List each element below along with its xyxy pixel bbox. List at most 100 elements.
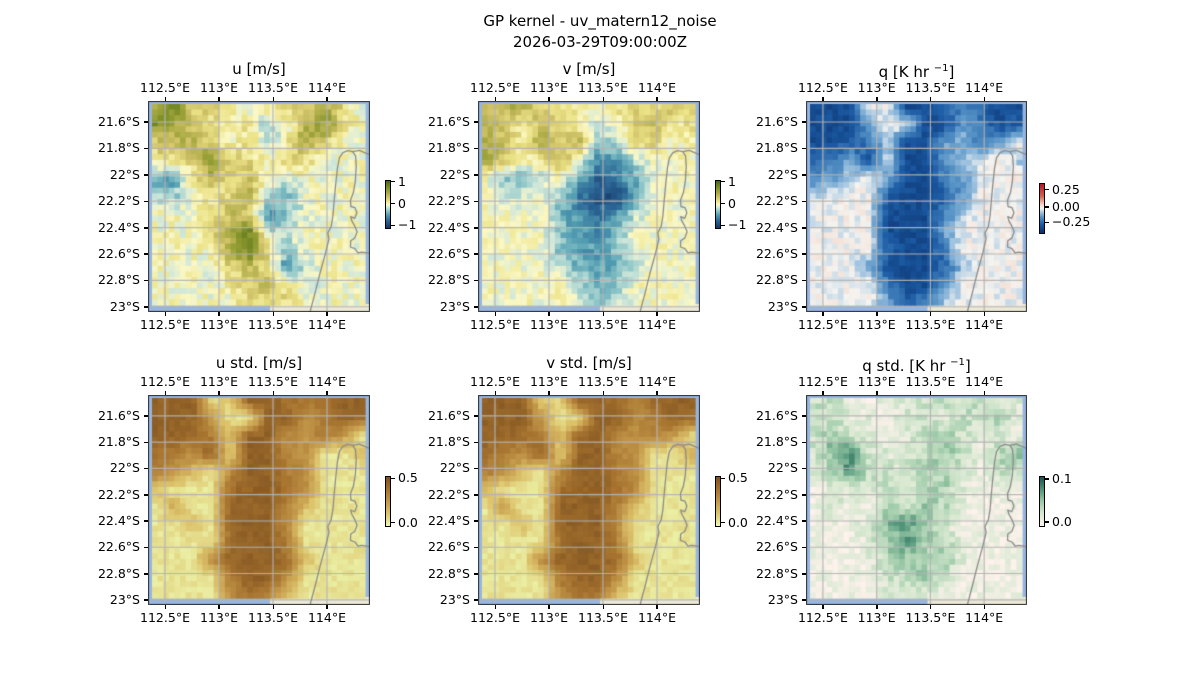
- lon-tick-label-bottom: 113°E: [857, 317, 896, 332]
- lat-tick-left: [802, 227, 806, 229]
- lat-tick-left: [474, 306, 478, 308]
- lat-tick-label: 21.6°S: [97, 407, 140, 423]
- lon-tick-bottom: [218, 312, 220, 316]
- lon-tick-bottom: [548, 605, 550, 609]
- colorbar-tick: [1045, 189, 1049, 191]
- lat-tick-left: [474, 121, 478, 123]
- lat-tick-label: 21.6°S: [97, 113, 140, 129]
- map-canvas-u_std: [148, 395, 370, 605]
- lon-tick-top: [602, 97, 604, 101]
- lon-tick-top: [272, 391, 274, 395]
- lat-tick-left: [474, 520, 478, 522]
- lat-tick-label: 22.8°S: [427, 565, 470, 581]
- lat-tick-left: [802, 494, 806, 496]
- lat-tick-left: [802, 441, 806, 444]
- lon-tick-bottom: [548, 312, 550, 316]
- lat-tick-left: [144, 546, 148, 549]
- colorbar-tick: [1045, 206, 1049, 208]
- lon-tick-top: [326, 97, 328, 101]
- lat-tick-left: [802, 253, 806, 255]
- lon-tick-bottom: [876, 605, 878, 609]
- lat-tick-left: [474, 467, 478, 470]
- lon-tick-label-top: 113°E: [857, 374, 896, 389]
- lon-tick-label-top: 113°E: [199, 374, 238, 389]
- lon-tick-label-bottom: 114°E: [965, 317, 1004, 332]
- colorbar-tick-label: 0.5: [398, 470, 418, 486]
- lat-tick-label: 22°S: [439, 166, 470, 182]
- panel-title-u_std: u std. [m/s]: [215, 354, 303, 372]
- lon-tick-top: [548, 391, 550, 395]
- lon-tick-bottom: [602, 312, 604, 316]
- panel-title-u: u [m/s]: [232, 60, 286, 78]
- colorbar-q_std: [1039, 476, 1045, 527]
- lat-tick-label: 21.6°S: [755, 113, 798, 129]
- lon-tick-top: [494, 391, 496, 395]
- lat-tick-left: [802, 306, 806, 308]
- colorbar-v: [715, 180, 721, 229]
- lat-tick-label: 22°S: [767, 460, 798, 476]
- colorbar-tick-label: −1: [728, 217, 747, 233]
- lat-tick-label: 22.4°S: [755, 219, 798, 235]
- lon-tick-top: [494, 97, 496, 101]
- lat-tick-left: [144, 174, 148, 176]
- lat-tick-left: [802, 467, 806, 470]
- lat-tick-left: [802, 147, 806, 150]
- lon-tick-bottom: [656, 312, 658, 316]
- lat-tick-left: [474, 200, 478, 203]
- lon-tick-top: [656, 391, 658, 395]
- lon-tick-label-top: 112.5°E: [797, 80, 848, 95]
- lon-tick-label-top: 113°E: [857, 80, 896, 95]
- colorbar-tick: [391, 521, 395, 524]
- lon-tick-top: [272, 97, 274, 101]
- lat-tick-label: 22.6°S: [427, 245, 470, 261]
- lat-tick-left: [144, 227, 148, 229]
- colorbar-q: [1039, 183, 1045, 234]
- figure-subtitle: 2026-03-29T09:00:00Z: [513, 33, 687, 51]
- colorbar-tick: [1045, 521, 1049, 523]
- lon-tick-label-bottom: 113.5°E: [248, 317, 298, 332]
- lon-tick-top: [822, 97, 824, 101]
- lat-tick-left: [144, 253, 148, 255]
- lat-tick-label: 21.8°S: [755, 434, 798, 450]
- colorbar-tick-label: 1: [398, 173, 406, 189]
- lat-tick-label: 22.2°S: [755, 486, 798, 502]
- lon-tick-bottom: [983, 312, 986, 316]
- lat-tick-left: [474, 415, 478, 417]
- lat-tick-label: 22.8°S: [755, 272, 798, 288]
- colorbar-tick-label: 0.0: [1052, 514, 1072, 530]
- colorbar-tick: [391, 477, 395, 480]
- lon-tick-bottom: [272, 605, 274, 609]
- lat-tick-label: 23°S: [439, 591, 470, 607]
- lat-tick-left: [474, 573, 478, 575]
- lat-tick-left: [802, 121, 806, 123]
- lon-tick-label-top: 113°E: [199, 80, 238, 95]
- panel-title-q: q [K hr −1]: [878, 63, 955, 81]
- lon-tick-bottom: [822, 312, 824, 316]
- lat-tick-label: 22.8°S: [755, 565, 798, 581]
- lon-tick-label-top: 114°E: [965, 80, 1004, 95]
- lon-tick-top: [218, 391, 220, 395]
- lat-tick-left: [802, 520, 806, 522]
- lat-tick-left: [474, 253, 478, 255]
- colorbar-tick: [391, 202, 395, 205]
- lon-tick-label-top: 113.5°E: [578, 374, 628, 389]
- lon-tick-label-top: 112.5°E: [470, 80, 520, 95]
- colorbar-tick: [721, 224, 725, 226]
- lon-tick-label-top: 113.5°E: [578, 80, 628, 95]
- lon-tick-label-bottom: 113°E: [857, 610, 896, 625]
- colorbar-tick-label: 0.0: [728, 514, 748, 530]
- figure-title: GP kernel - uv_matern12_noise: [483, 12, 717, 30]
- lat-tick-left: [474, 147, 478, 150]
- lon-tick-top: [876, 391, 878, 395]
- lon-tick-label-top: 113.5°E: [248, 374, 298, 389]
- lat-tick-label: 21.8°S: [427, 434, 470, 450]
- colorbar-tick-label: −1: [398, 217, 417, 233]
- lat-tick-left: [802, 200, 806, 203]
- lon-tick-bottom: [494, 312, 496, 316]
- colorbar-tick-label: 0.00: [1052, 199, 1080, 214]
- lat-tick-label: 22.4°S: [97, 512, 140, 528]
- lat-tick-label: 23°S: [109, 591, 140, 607]
- lon-tick-bottom: [929, 312, 932, 316]
- colorbar-tick: [1045, 221, 1049, 223]
- lon-tick-label-bottom: 112.5°E: [140, 610, 190, 625]
